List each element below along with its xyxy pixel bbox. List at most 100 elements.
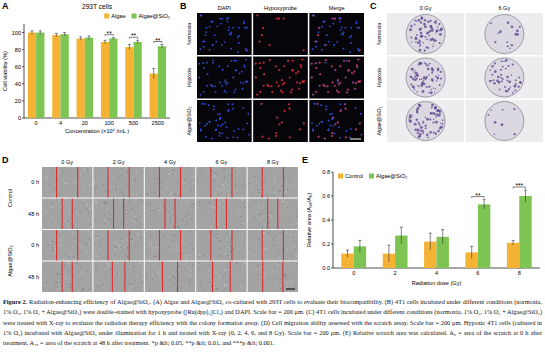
cell (201, 216, 202, 217)
significance-label: ** (475, 192, 481, 199)
cell (208, 231, 209, 232)
image-bg (93, 230, 143, 261)
nucleus (349, 137, 351, 139)
nucleus (321, 121, 323, 123)
nucleus (341, 33, 343, 35)
cell (128, 269, 129, 270)
cell (123, 250, 124, 251)
cell (242, 221, 243, 222)
nucleus (219, 82, 221, 84)
colony (414, 89, 415, 90)
cell (287, 207, 288, 208)
nucleus (325, 62, 327, 64)
cell (252, 196, 253, 197)
cell (223, 283, 224, 284)
nucleus (231, 60, 233, 62)
colony (416, 119, 418, 121)
nucleus (326, 34, 328, 36)
hypoxia-signal (259, 67, 261, 69)
colony (436, 110, 439, 113)
nucleus (345, 136, 347, 138)
x-axis-label: Radiation dose (Gy) (412, 280, 462, 286)
error-bar (429, 233, 432, 250)
cell (213, 220, 214, 221)
y-axis (24, 24, 25, 118)
colony (410, 25, 413, 28)
cell (189, 279, 190, 280)
image-bg (42, 262, 92, 293)
nucleus (331, 135, 333, 137)
row-label: 48 h (28, 211, 39, 217)
cell (284, 270, 285, 271)
colony (511, 44, 513, 46)
significance-label: ** (107, 30, 113, 37)
cell (291, 281, 292, 282)
hypoxia-signal (312, 94, 314, 96)
scratch-photo (42, 262, 92, 293)
nucleus (229, 33, 231, 35)
cell (89, 255, 90, 256)
cell (263, 215, 264, 216)
micrograph (253, 100, 308, 142)
cell (191, 270, 192, 271)
cell (68, 221, 69, 222)
cell (216, 181, 217, 182)
nucleus (200, 15, 202, 17)
nucleus (228, 26, 230, 28)
chart-title: 293T cells (82, 3, 113, 10)
image-bg (42, 199, 92, 230)
cell (80, 211, 81, 212)
nucleus (200, 94, 202, 96)
x-tick-label: 2500 (152, 120, 164, 126)
nucleus (211, 138, 213, 140)
error-cap (128, 44, 131, 45)
cell (84, 216, 85, 217)
cell (98, 194, 99, 195)
nucleus (206, 85, 208, 87)
colony (439, 42, 441, 44)
nucleus (311, 122, 313, 124)
cell (141, 206, 142, 207)
cell (193, 264, 194, 265)
error-bar (524, 190, 527, 202)
colony (432, 121, 434, 123)
scratch-edge (162, 262, 163, 293)
cell (237, 233, 238, 234)
cell (264, 187, 265, 188)
hypoxia-signal (287, 60, 289, 62)
cell (114, 246, 115, 247)
cell (270, 186, 271, 187)
cell (87, 270, 88, 271)
colony (515, 83, 517, 85)
cell (90, 227, 91, 228)
hypoxia-signal (323, 84, 325, 86)
hypoxia-signal (303, 80, 305, 82)
colony (420, 42, 421, 43)
scratch-edge (216, 199, 217, 230)
scratch-photo (196, 262, 246, 293)
colony (514, 85, 517, 88)
cell (227, 232, 228, 233)
cell (178, 203, 179, 204)
cell (219, 276, 220, 277)
hypoxia-signal (315, 40, 317, 42)
cell (87, 244, 88, 245)
error-line (64, 33, 65, 36)
scratch-edge (262, 230, 263, 261)
nucleus (213, 109, 215, 111)
cell (175, 177, 176, 178)
micrograph (197, 100, 252, 142)
cell (163, 206, 164, 207)
colony (490, 109, 492, 111)
cell (134, 216, 135, 217)
cell (161, 209, 162, 210)
cell (61, 234, 62, 235)
nucleus (314, 103, 316, 105)
colony (504, 86, 506, 88)
legend-label: Algae (111, 13, 125, 19)
nucleus (227, 103, 229, 105)
cell (67, 203, 68, 204)
cell (136, 194, 137, 195)
colony (427, 20, 430, 23)
cell (43, 169, 44, 170)
